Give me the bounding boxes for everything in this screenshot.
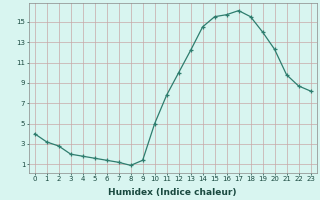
X-axis label: Humidex (Indice chaleur): Humidex (Indice chaleur) (108, 188, 237, 197)
